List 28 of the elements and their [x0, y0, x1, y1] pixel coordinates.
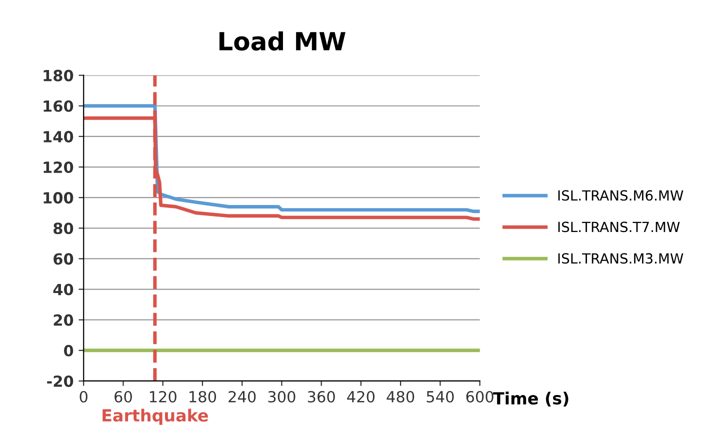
x-axis-title: Time (s) [493, 392, 568, 407]
x-tick-label: 60 [114, 390, 132, 403]
x-tick-label: 600 [466, 390, 494, 403]
y-tick-label: 40 [53, 284, 74, 296]
x-tick-label: 0 [80, 390, 88, 403]
x-tick-label: 420 [347, 390, 375, 403]
y-tick-label: 120 [44, 161, 74, 174]
x-tick-label: 300 [268, 390, 296, 403]
y-tick-label: 20 [54, 314, 74, 326]
ref-line-label: Earthquake [102, 408, 208, 425]
x-tick-label: 120 [150, 390, 176, 403]
legend-label: ISL.TRANS.M6.MW [558, 190, 684, 201]
x-tick-label: 360 [308, 390, 335, 403]
y-tick-label: 100 [44, 192, 74, 204]
y-tick-label: 60 [54, 253, 74, 265]
x-tick-label: 240 [228, 390, 256, 403]
x-tick-label: 180 [190, 390, 216, 403]
legend-label: ISL.TRANS.M3.MW [558, 253, 684, 264]
y-tick-label: 80 [54, 222, 74, 234]
y-tick-label: 180 [44, 70, 74, 82]
y-tick-label: 0 [64, 344, 74, 356]
x-tick-label: 480 [386, 390, 414, 403]
y-tick-label: 140 [44, 130, 74, 142]
chart-title: Load MW [219, 31, 346, 51]
x-tick-label: 540 [426, 390, 454, 403]
y-tick-label: 160 [44, 100, 74, 112]
y-tick-label: -20 [47, 375, 74, 387]
legend-label: ISL.TRANS.T7.MW [558, 222, 680, 232]
